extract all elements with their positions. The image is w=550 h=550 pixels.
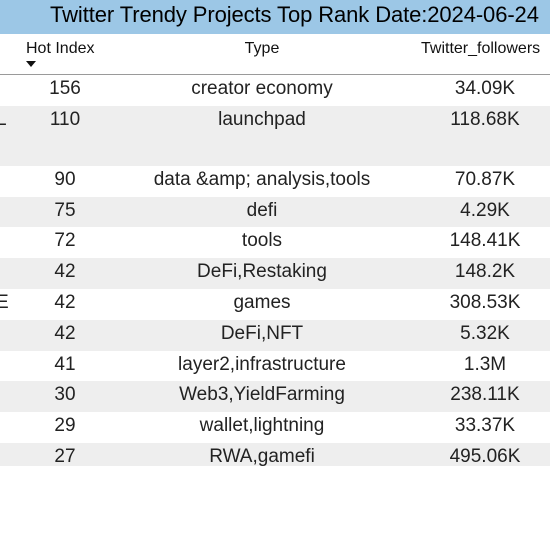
table-row[interactable]: 41 layer2,infrastructure 1.3M	[0, 351, 550, 382]
table-row[interactable]: 72 tools 148.41K	[0, 227, 550, 258]
followers-cell: 33.37K	[454, 415, 516, 437]
column-header-twitter-followers[interactable]: Twitter_followers	[421, 40, 541, 57]
hot-index-cell: 27	[54, 445, 76, 466]
hot-index-cell: 42	[54, 291, 76, 313]
hot-index-cell: 156	[49, 78, 81, 99]
name-cell: E	[0, 291, 9, 313]
type-cell: data &amp; analysis,tools	[153, 168, 371, 190]
table-row[interactable]: E 42 games 308.53K	[0, 289, 550, 320]
table-row[interactable]: 42 DeFi,NFT 5.32K	[0, 319, 550, 351]
hot-index-cell: 29	[54, 415, 76, 437]
type-cell: Web3,YieldFarming	[179, 384, 345, 406]
type-cell: games	[233, 291, 291, 313]
column-header-hot-index[interactable]: Hot Index	[26, 40, 95, 57]
followers-cell: 308.53K	[449, 291, 521, 313]
type-cell: layer2,infrastructure	[178, 353, 346, 375]
sort-desc-icon[interactable]	[26, 61, 36, 67]
type-cell: DeFi,Restaking	[197, 261, 327, 283]
title-bar: Twitter Trendy Projects Top Rank Date:20…	[0, 0, 550, 34]
type-cell: defi	[246, 199, 278, 221]
followers-cell: 4.29K	[460, 199, 510, 221]
followers-cell: 70.87K	[454, 168, 516, 190]
hot-index-cell: 41	[54, 353, 76, 375]
hot-index-cell: 30	[54, 384, 76, 406]
type-cell: RWA,gamefi	[209, 445, 315, 466]
table-header: Hot Index Type Twitter_followers	[0, 34, 550, 75]
column-header-type[interactable]: Type	[244, 40, 280, 57]
table-body: 156 creator economy 34.09K L 110 launchp…	[0, 75, 550, 466]
table-row[interactable]: 27 RWA,gamefi 495.06K	[0, 442, 550, 466]
table-row[interactable]: 156 creator economy 34.09K	[0, 75, 550, 106]
hot-index-cell: 75	[54, 199, 76, 221]
followers-cell: 34.09K	[454, 78, 516, 99]
hot-index-cell: 42	[54, 322, 76, 344]
table-row[interactable]: 30 Web3,YieldFarming 238.11K	[0, 381, 550, 413]
hot-index-cell: 42	[54, 261, 76, 283]
followers-cell: 1.3M	[463, 353, 507, 375]
followers-cell: 148.41K	[449, 230, 521, 252]
type-cell: launchpad	[218, 108, 306, 130]
followers-cell: 148.2K	[454, 261, 516, 283]
type-cell: tools	[241, 230, 283, 252]
table-row[interactable]: 42 DeFi,Restaking 148.2K	[0, 258, 550, 289]
followers-cell: 118.68K	[450, 108, 520, 130]
hot-index-cell: 72	[54, 230, 76, 252]
name-cell: L	[0, 108, 7, 130]
followers-cell: 5.32K	[460, 322, 510, 344]
type-cell: creator economy	[191, 78, 333, 99]
table-row[interactable]: 90 data &amp; analysis,tools 70.87K	[0, 166, 550, 197]
table-row[interactable]: 75 defi 4.29K	[0, 196, 550, 228]
hot-index-cell: 90	[54, 168, 76, 190]
followers-cell: 495.06K	[449, 445, 521, 466]
type-cell: DeFi,NFT	[220, 322, 304, 344]
table-row[interactable]: L 110 launchpad 118.68K	[0, 105, 550, 166]
type-cell: wallet,lightning	[199, 415, 325, 437]
table-title: Twitter Trendy Projects Top Rank Date:20…	[50, 2, 539, 27]
table-row[interactable]: 29 wallet,lightning 33.37K	[0, 412, 550, 443]
hot-index-cell: 110	[49, 108, 81, 130]
followers-cell: 238.11K	[450, 384, 520, 406]
